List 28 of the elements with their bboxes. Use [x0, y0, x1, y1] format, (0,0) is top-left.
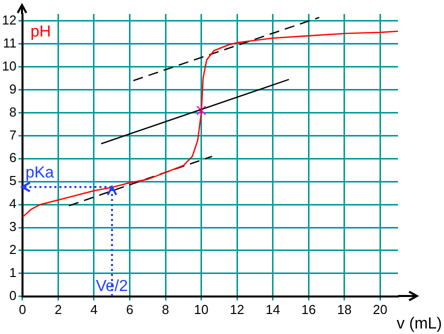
y-tick-label: 12 [2, 12, 16, 28]
y-tick-label: 3 [9, 219, 16, 234]
x-tick-label: 20 [372, 302, 388, 317]
x-tick-label: 2 [54, 302, 62, 317]
y-axis-title: pH [30, 23, 51, 40]
y-tick-label: 5 [9, 173, 16, 188]
annotation: Ve/2 [96, 278, 128, 295]
y-tick-label: 1 [9, 265, 16, 280]
x-tick-label: 10 [194, 302, 209, 317]
x-tick-label: 16 [301, 302, 316, 317]
y-tick-label: 7 [9, 127, 16, 142]
y-tick-label: 4 [9, 196, 16, 212]
y-tick-label: 11 [2, 35, 16, 50]
x-tick-label: 8 [162, 302, 170, 317]
y-tick-label: 2 [9, 242, 16, 258]
x-tick-label: 4 [90, 302, 98, 317]
x-tick-label: 18 [337, 302, 352, 317]
y-tick-label: 6 [9, 150, 16, 166]
x-tick-label: 6 [126, 302, 134, 317]
y-tick-label: 9 [9, 81, 16, 96]
x-tick-label: 0 [18, 302, 26, 317]
x-axis-title: v (mL) [396, 315, 442, 332]
y-tick-label: 8 [9, 104, 16, 120]
annotation: pKa [25, 164, 54, 182]
y-tick-label: 10 [2, 58, 16, 74]
x-tick-label: 12 [230, 302, 244, 317]
x-tick-label: 14 [266, 302, 280, 317]
y-tick-label: 0 [9, 288, 16, 303]
